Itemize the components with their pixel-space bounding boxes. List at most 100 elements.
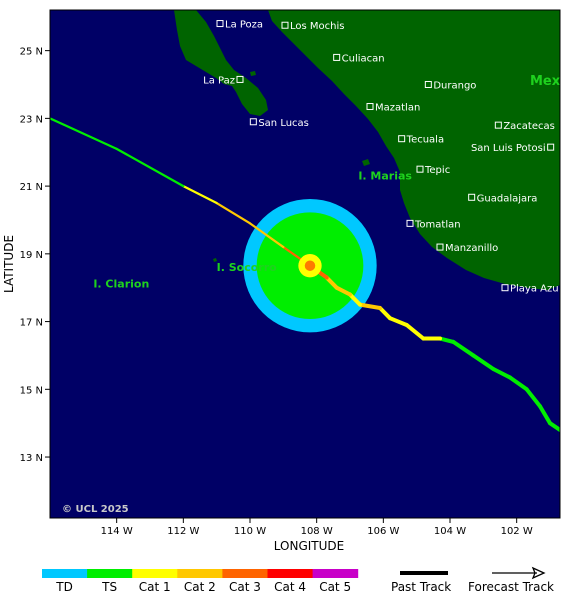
forecast-track-segment <box>50 117 118 150</box>
y-axis: 25 N 23 N 21 N 19 N 17 N 15 N 13 N <box>20 47 50 464</box>
city-label: Guadalajara <box>477 193 538 204</box>
legend-swatch <box>267 569 314 578</box>
y-tick-label: 21 N <box>20 182 43 193</box>
legend-category-label: Cat 5 <box>319 580 351 594</box>
past-track-segment <box>378 306 392 321</box>
city-markers: La Poza Los Mochis Culiacan La Paz Durango Ma… <box>203 20 561 295</box>
mexico-mainland <box>268 10 560 290</box>
legend-swatch <box>177 569 223 578</box>
y-axis-title: LATITUDE <box>2 235 16 293</box>
past-track-segment <box>388 316 409 327</box>
x-axis: 114 W 112 W 110 W 108 W 106 W 104 W 102 W <box>101 518 533 537</box>
past-track-segment <box>348 292 362 307</box>
plot-frame <box>49 9 561 519</box>
y-tick-label: 17 N <box>20 318 43 329</box>
city-marker <box>416 165 424 173</box>
past-track-segment <box>548 421 560 432</box>
island-la-paz-shape <box>250 71 256 76</box>
city-label: Manzanillo <box>445 243 498 254</box>
city-marker <box>494 121 502 129</box>
y-tick-label: 23 N <box>20 114 43 125</box>
x-axis-title: LONGITUDE <box>274 539 344 553</box>
past-track-segment <box>358 302 382 311</box>
forecast-track-label: Forecast Track <box>468 580 554 594</box>
eye-inner <box>304 260 316 271</box>
past-track-segment <box>334 285 352 297</box>
city-label: Tomatlan <box>414 219 461 230</box>
legend-swatch <box>132 569 178 578</box>
city-marker <box>249 118 257 126</box>
city-label: Durango <box>433 81 476 92</box>
legend-swatch <box>42 569 88 578</box>
legend: TD TS Cat 1 Cat 2 Cat 3 Cat 4 Cat 5 Past Track… <box>42 566 554 594</box>
city-label: La Poza <box>225 20 263 31</box>
past-track-label: Past Track <box>391 580 451 594</box>
legend-swatch <box>312 569 359 578</box>
past-track-segment <box>451 339 476 358</box>
y-tick-label: 15 N <box>20 385 43 396</box>
city-label: Tecuala <box>406 135 444 146</box>
past-track-segment <box>524 387 542 409</box>
city-marker <box>406 219 414 227</box>
city-label: Playa Azul <box>510 284 561 295</box>
city-marker <box>236 75 244 83</box>
past-track-segment <box>324 275 339 290</box>
x-tick-label: 106 W <box>367 526 399 537</box>
city-label: San Luis Potosi <box>471 143 546 154</box>
island-label: I. Socorro <box>217 261 278 274</box>
island-labels: I. Marias I. Socorro I. Clarion <box>93 169 412 290</box>
city-label: Culiacan <box>342 53 385 64</box>
x-tick-label: 102 W <box>501 526 533 537</box>
legend-swatch <box>222 569 268 578</box>
past-track-segment <box>404 322 426 341</box>
city-label: San Lucas <box>258 118 309 129</box>
city-marker <box>216 20 224 28</box>
y-tick-label: 19 N <box>20 250 43 261</box>
y-tick-label: 13 N <box>20 453 43 464</box>
legend-category-label: TS <box>101 580 117 594</box>
past-track-segment <box>538 404 552 426</box>
city-label: Zacatecas <box>503 121 555 132</box>
island-label: I. Clarion <box>93 278 149 291</box>
island-label: I. Marias <box>358 169 412 182</box>
past-track-segment <box>438 336 456 344</box>
island-marias-shape <box>362 159 370 166</box>
copyright-watermark: © UCL 2025 <box>62 504 129 515</box>
legend-category-label: Cat 1 <box>139 580 171 594</box>
city-label: Tepic <box>424 165 450 176</box>
forecast-arrow-head-icon <box>531 566 546 580</box>
forecast-track-segment <box>182 185 218 205</box>
legend-category-label: Cat 3 <box>229 580 261 594</box>
city-marker <box>547 143 555 151</box>
x-tick-label: 110 W <box>234 526 266 537</box>
country-label: Mex <box>530 74 561 89</box>
city-label: La Paz <box>203 75 235 86</box>
legend-category-label: Cat 4 <box>274 580 306 594</box>
x-tick-label: 108 W <box>301 526 333 537</box>
forecast-track-segment <box>115 147 185 188</box>
legend-category-scale: TD TS Cat 1 Cat 2 Cat 3 Cat 4 Cat 5 <box>42 569 359 594</box>
legend-swatch <box>87 569 133 578</box>
city-marker <box>424 81 432 89</box>
city-marker <box>436 243 444 251</box>
legend-category-label: Cat 2 <box>184 580 216 594</box>
storm-eye <box>298 254 322 278</box>
landmass <box>174 10 560 290</box>
forecast-track-segment <box>215 201 252 225</box>
city-marker <box>468 193 476 201</box>
past-track-segment <box>508 375 529 392</box>
baja-california <box>174 10 268 116</box>
legend-category-label: TD <box>55 580 73 594</box>
city-marker <box>501 284 509 292</box>
forecast-track-segment <box>248 222 285 249</box>
y-tick-label: 25 N <box>20 47 43 58</box>
map-plot-area: La Poza Los Mochis Culiacan La Paz Durango Ma… <box>50 10 561 518</box>
past-track-segment <box>471 353 496 371</box>
city-label: Los Mochis <box>290 21 344 32</box>
city-marker <box>333 53 341 61</box>
city-marker <box>398 135 406 143</box>
x-tick-label: 114 W <box>101 526 133 537</box>
city-marker <box>281 21 289 29</box>
island-socorro-shape <box>213 258 217 262</box>
